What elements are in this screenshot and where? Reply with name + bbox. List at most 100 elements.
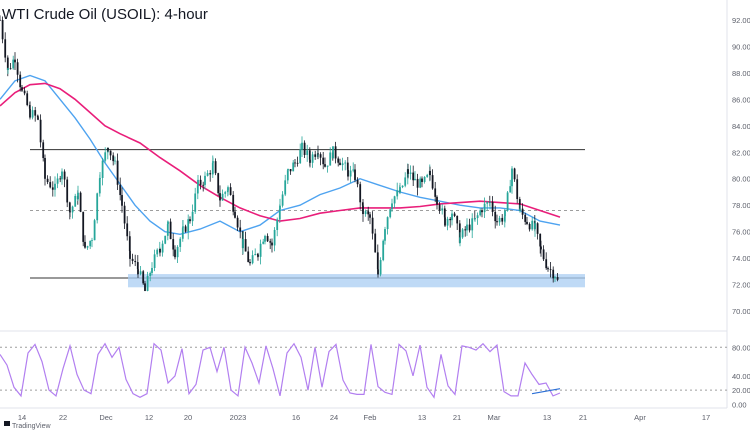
oscillator-tick-label: 80.00 bbox=[732, 343, 750, 352]
time-tick-label: Dec bbox=[99, 413, 113, 422]
candle-body bbox=[481, 210, 483, 213]
candle-body bbox=[179, 238, 182, 247]
candle-body bbox=[169, 221, 172, 240]
candle-body bbox=[296, 162, 299, 164]
candle-body bbox=[26, 93, 29, 106]
price-tick-label: 92.00 bbox=[732, 16, 750, 25]
candle-body bbox=[547, 268, 549, 270]
candle-body bbox=[144, 283, 146, 291]
price-tick-label: 78.00 bbox=[732, 201, 750, 210]
candle-body bbox=[329, 152, 332, 166]
candle-body bbox=[194, 193, 197, 212]
candle-body bbox=[86, 246, 89, 248]
candle-body bbox=[104, 152, 107, 161]
candle-body bbox=[36, 115, 39, 118]
candle-body bbox=[128, 236, 131, 252]
candle-body bbox=[521, 208, 524, 215]
candle-body bbox=[540, 246, 542, 250]
candle-body bbox=[459, 237, 461, 243]
candle-body bbox=[376, 252, 379, 270]
candle-body bbox=[393, 196, 396, 204]
time-tick-label: 14 bbox=[18, 413, 26, 422]
candle-body bbox=[236, 217, 239, 228]
candle-body bbox=[419, 178, 422, 188]
candle-body bbox=[149, 272, 152, 276]
candle-body bbox=[217, 173, 220, 194]
candle-body bbox=[84, 241, 86, 248]
candle-body bbox=[93, 220, 96, 241]
time-axis-ticks: 14 22 Dec 12 20 2023 16 24 Feb 13 21 Mar 13 21 Apr 17 bbox=[18, 413, 710, 422]
candle-body bbox=[426, 174, 429, 177]
candle-body bbox=[506, 192, 509, 211]
candle-body bbox=[142, 271, 145, 284]
candle-body bbox=[1, 19, 4, 40]
price-tick-label: 72.00 bbox=[732, 281, 750, 290]
candle-body bbox=[204, 175, 206, 185]
moving-average-fast-line bbox=[0, 74, 561, 236]
candle-body bbox=[526, 221, 528, 225]
candle-body bbox=[474, 218, 476, 220]
candle-body bbox=[251, 255, 254, 264]
candle-body bbox=[489, 201, 491, 203]
candle-body bbox=[389, 209, 392, 218]
candle-body bbox=[131, 258, 134, 261]
candle-body bbox=[341, 163, 344, 166]
candle-body bbox=[29, 108, 31, 118]
oscillator-tick-label: 20.00 bbox=[732, 386, 750, 395]
oscillator-line bbox=[0, 342, 561, 399]
candle-body bbox=[421, 178, 423, 182]
candle-body bbox=[191, 211, 194, 222]
candle-body bbox=[332, 146, 334, 159]
candle-body bbox=[404, 177, 407, 186]
candle-body bbox=[16, 62, 19, 75]
candle-body bbox=[289, 169, 292, 172]
candle-body bbox=[98, 178, 101, 194]
candle-body bbox=[276, 219, 279, 230]
candle-body bbox=[107, 147, 109, 151]
candle-body bbox=[244, 239, 247, 252]
oscillator-levels bbox=[0, 346, 727, 391]
candle-body bbox=[14, 59, 16, 63]
candle-body bbox=[96, 193, 99, 221]
candle-body bbox=[51, 187, 54, 190]
candle-body bbox=[531, 220, 534, 230]
candle-body bbox=[369, 214, 371, 218]
candle-body bbox=[461, 229, 464, 238]
time-tick-label: Feb bbox=[364, 413, 377, 422]
time-tick-label: 13 bbox=[418, 413, 426, 422]
candle-body bbox=[362, 205, 364, 215]
candle-body bbox=[54, 183, 56, 190]
candle-body bbox=[123, 205, 126, 224]
candle-body bbox=[249, 261, 251, 264]
candle-body bbox=[528, 224, 531, 230]
candle-body bbox=[399, 187, 401, 193]
candle-body bbox=[197, 179, 199, 186]
candle-body bbox=[309, 159, 311, 163]
candle-body bbox=[414, 178, 416, 181]
candle-body bbox=[545, 259, 548, 269]
candle-body bbox=[156, 249, 159, 255]
candle-body bbox=[339, 162, 341, 166]
candle-body bbox=[549, 269, 552, 271]
candle-body bbox=[0, 19, 1, 21]
candle-body bbox=[254, 254, 257, 256]
candle-body bbox=[196, 185, 199, 194]
candle-body bbox=[319, 154, 322, 158]
candle-body bbox=[356, 179, 359, 185]
oscillator-divergence-line bbox=[531, 388, 561, 395]
candle-body bbox=[382, 240, 385, 261]
candle-body bbox=[59, 178, 62, 180]
candle-body bbox=[109, 150, 112, 156]
candle-body bbox=[354, 169, 356, 180]
candle-body bbox=[311, 154, 314, 163]
candle-body bbox=[273, 229, 276, 246]
candle-body bbox=[379, 260, 382, 275]
candle-body bbox=[167, 221, 169, 225]
candle-body bbox=[441, 208, 444, 211]
candle-body bbox=[451, 213, 453, 221]
candle-body bbox=[211, 162, 214, 175]
candle-body bbox=[112, 155, 115, 162]
candle-body bbox=[184, 226, 187, 232]
candle-body bbox=[554, 277, 556, 279]
candle-body bbox=[34, 110, 37, 116]
